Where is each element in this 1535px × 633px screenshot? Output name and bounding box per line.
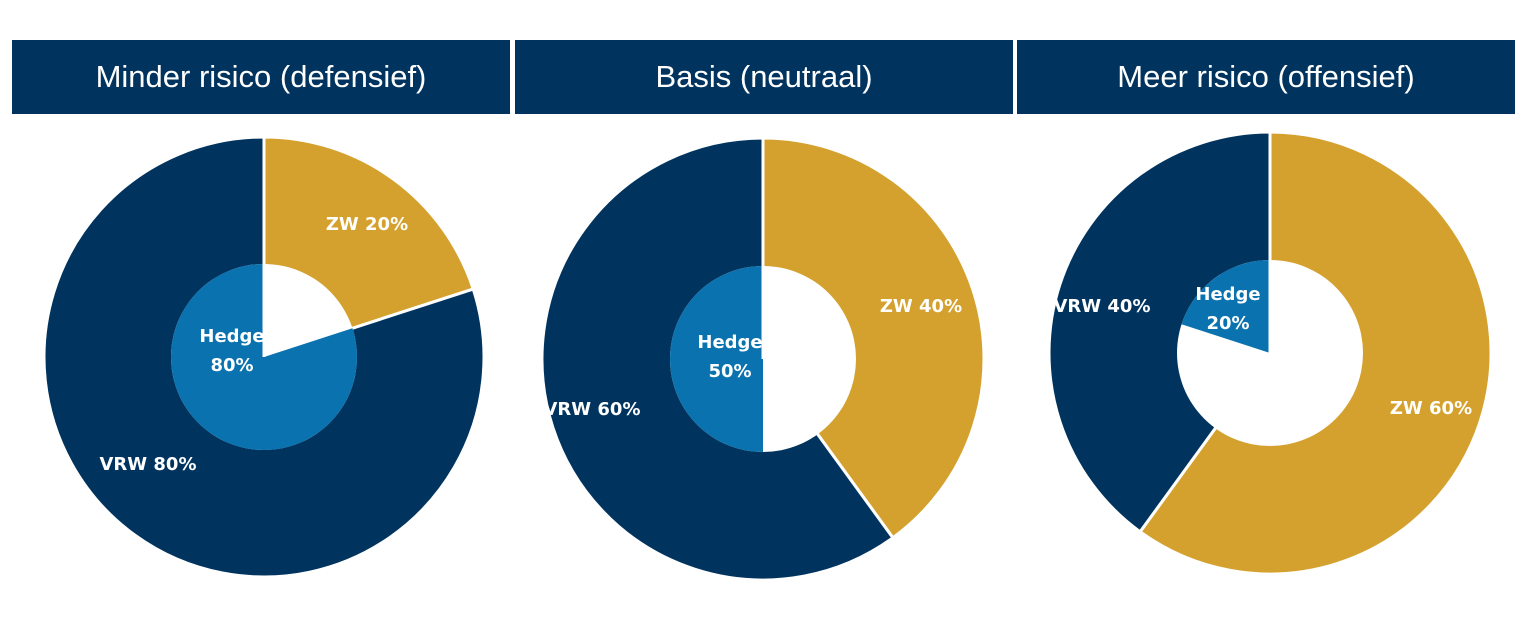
data-label-vrw: VRW 80% <box>100 454 197 475</box>
data-label-hedge-name: Hedge <box>1195 284 1260 305</box>
data-label-vrw: VRW 40% <box>1054 296 1151 317</box>
outer-slice-zw <box>761 136 986 540</box>
data-label-hedge-name: Hedge <box>199 326 264 347</box>
data-label-hedge-name: Hedge <box>697 332 762 353</box>
data-label-hedge-value: 50% <box>708 361 751 382</box>
chart-panel-offensief: Meer risico (offensief) ZW 60% VRW 40% Hed… <box>1017 40 1515 600</box>
chart-title-defensief: Minder risico (defensief) <box>12 40 510 114</box>
data-label-hedge-value: 20% <box>1206 313 1249 334</box>
data-label-zw: ZW 20% <box>326 214 408 235</box>
data-label-hedge-value: 80% <box>210 355 253 376</box>
donut-chart-neutraal: ZW 40% VRW 60% Hedge 50% <box>540 136 986 582</box>
outer-slice-vrw <box>1047 130 1272 534</box>
data-label-zw: ZW 60% <box>1390 398 1472 419</box>
chart-title-offensief: Meer risico (offensief) <box>1017 40 1515 114</box>
chart-title-neutraal: Basis (neutraal) <box>515 40 1013 114</box>
donut-chart-defensief: ZW 20% VRW 80% Hedge 80% <box>42 135 486 579</box>
data-label-vrw: VRW 60% <box>544 399 641 420</box>
inner-slice-hedge <box>1181 260 1270 353</box>
data-label-zw: ZW 40% <box>880 296 962 317</box>
chart-panel-defensief: Minder risico (defensief) ZW 20% VRW 80% H… <box>12 40 510 600</box>
donut-chart-offensief: ZW 60% VRW 40% Hedge 20% <box>1047 130 1493 576</box>
inner-slice-hedge <box>670 266 763 452</box>
chart-panel-neutraal: Basis (neutraal) ZW 40% VRW 60% Hedge 50% <box>515 40 1013 600</box>
